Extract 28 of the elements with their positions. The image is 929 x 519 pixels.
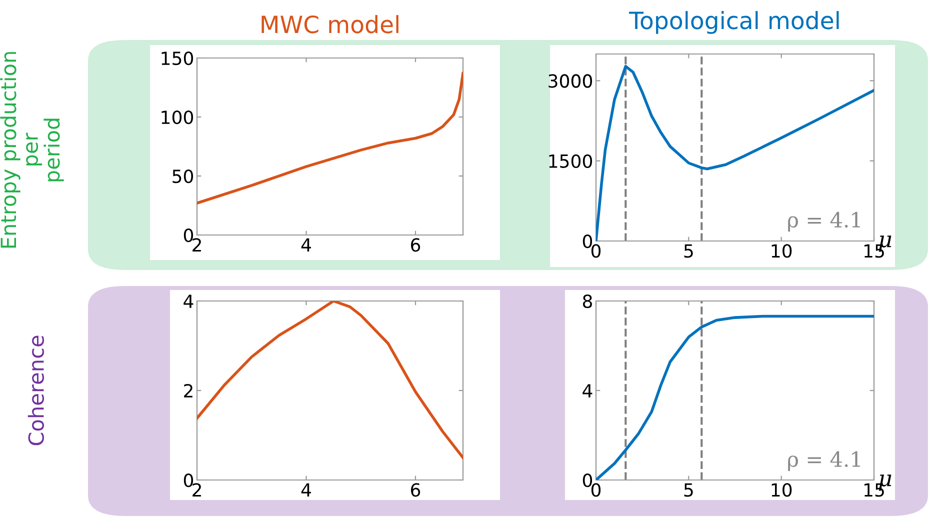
chart-title: Topological model xyxy=(628,11,839,34)
y-tick-label: 2 xyxy=(184,384,192,398)
x-tick-label: 6 xyxy=(411,483,420,497)
x-tick-label: 10 xyxy=(772,483,792,497)
y-axis-title: Entropy production per period xyxy=(0,52,64,248)
y-tick-label: 8 xyxy=(582,294,592,308)
x-tick-label: 4 xyxy=(301,483,311,496)
y-tick-label: 3000 xyxy=(548,74,592,88)
y-tick-label: 100 xyxy=(162,110,194,124)
x-tick-label: 4 xyxy=(301,238,311,252)
y-tick-label: 4 xyxy=(184,294,194,308)
y-axis-title: Coherence xyxy=(28,336,44,446)
y-tick-label: 150 xyxy=(162,51,194,66)
y-tick-label: 50 xyxy=(172,169,194,184)
y-tick-label: 0 xyxy=(184,228,194,242)
y-tick-label: 1500 xyxy=(549,154,592,168)
x-tick-label: 5 xyxy=(684,483,693,497)
x-tick-label: 0 xyxy=(591,483,601,497)
x-tick-label: 10 xyxy=(772,244,792,258)
x-tick-label: 6 xyxy=(411,238,420,252)
chart-title: MWC model xyxy=(262,15,398,34)
y-tick-label: 4 xyxy=(582,384,592,398)
y-tick-label: 0 xyxy=(184,473,194,488)
y-tick-label: 0 xyxy=(582,473,592,488)
annotation: ρ = 4.1 xyxy=(788,451,860,472)
x-tick-label: 0 xyxy=(591,244,601,258)
annotation: ρ = 4.1 xyxy=(788,212,860,232)
x-tick-label: 5 xyxy=(684,244,693,258)
